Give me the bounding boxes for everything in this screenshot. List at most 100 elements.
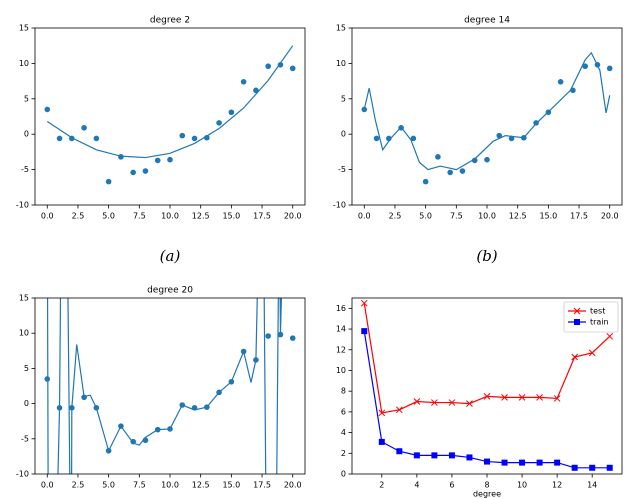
marker [179,132,186,139]
marker [435,154,441,160]
marker [536,394,543,401]
x-tick-label: 20.0 [284,481,302,490]
x-tick-label: 5.0 [102,481,115,490]
legend-marker [573,307,581,315]
marker [483,392,491,400]
marker [277,62,284,68]
x-tick-label: 17.5 [253,212,271,221]
marker [571,353,579,361]
x-tick-label: 2.5 [72,212,85,221]
marker [484,458,490,465]
x-tick-label: 0.0 [358,212,371,221]
marker [81,125,87,131]
line [46,45,294,159]
y-tick-label: 15 [19,294,29,303]
marker [519,459,526,466]
marker [582,63,588,70]
y-tick-label: -5 [21,434,29,443]
y-tick-label: 2 [341,449,346,458]
y-tick-label: -5 [338,165,346,174]
marker [448,452,455,459]
marker [501,394,508,401]
y-tick-label: 5 [24,364,29,373]
marker [536,459,543,466]
x-tick-label: 7.5 [133,481,146,490]
marker [484,156,490,163]
y-tick-label: -5 [21,165,29,174]
y-tick-label: 15 [19,24,29,33]
plot-area [360,299,614,471]
chart-title: degree 14 [464,16,510,26]
marker [431,399,438,406]
x-tick-label: 6 [449,481,454,490]
line [46,298,283,474]
x-tick-label: 17.5 [570,212,588,221]
y-tick-label: 0 [341,470,346,479]
marker [448,399,456,406]
legend-label: test [590,307,605,316]
y-tick-label: -10 [16,201,29,210]
marker [130,169,136,176]
x-tick-label: 2 [379,481,384,490]
marker [289,65,296,72]
x-tick-label: 7.5 [450,212,463,221]
marker [557,79,564,85]
marker [228,109,235,116]
y-tick-label: 10 [336,59,346,68]
marker [378,409,386,417]
y-tick-label: 10 [336,366,346,375]
x-tick-label: 10.0 [161,481,179,490]
marker [588,349,596,357]
x-tick-label: 10.0 [478,212,496,221]
marker [167,156,173,163]
marker [501,459,508,466]
y-tick-label: 0 [341,130,346,139]
line [363,331,610,469]
y-tick-label: 0 [24,130,29,139]
marker [459,168,466,174]
marker [496,132,503,139]
y-tick-label: 12 [336,345,346,354]
y-tick-label: 6 [341,407,346,416]
y-tick-label: 15 [336,24,346,33]
y-tick-label: 14 [336,325,346,334]
x-tick-label: 4 [414,481,419,490]
marker [606,464,613,471]
y-tick-label: 4 [341,428,346,437]
x-tick-label: 8 [484,481,489,490]
marker [396,448,403,455]
marker [571,464,578,471]
marker [553,395,561,402]
y-tick-label: -10 [16,470,29,479]
x-tick-label: 7.5 [133,212,146,221]
marker [240,79,247,85]
y-tick-label: 16 [336,304,346,313]
legend-marker-x [573,307,581,315]
marker [447,169,453,176]
x-axis-label: degree [473,490,501,499]
line [363,51,611,171]
plot-area [44,45,296,185]
x-tick-label: 15.0 [539,212,557,221]
axes-frame [351,27,623,206]
caption: (a) [160,247,181,265]
marker [589,464,596,471]
x-tick-label: 12.5 [192,481,210,490]
marker [105,178,112,185]
x-tick-label: 10.0 [161,212,179,221]
legend-marker-s [574,319,580,325]
marker [422,178,429,185]
axes-frame [34,27,306,206]
axes-frame [351,297,623,475]
x-tick-label: 5.0 [419,212,432,221]
marker [373,135,380,142]
axes-frame [34,297,306,475]
marker [142,168,149,174]
plot-area [361,51,613,185]
marker [44,106,51,113]
x-tick-label: 17.5 [253,481,271,490]
marker [289,335,296,341]
x-tick-label: 12.5 [192,212,210,221]
